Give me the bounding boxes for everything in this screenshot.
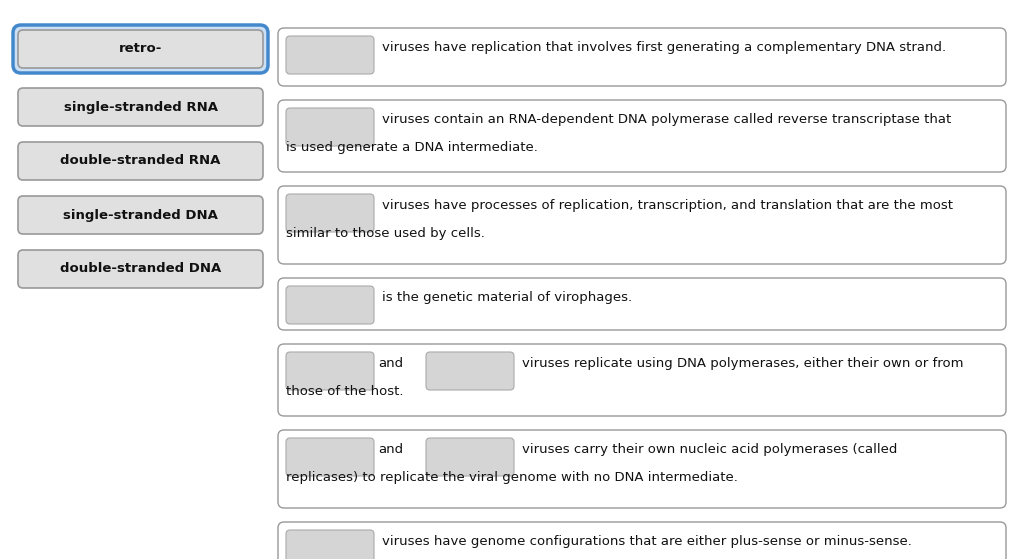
FancyBboxPatch shape bbox=[18, 196, 263, 234]
Text: replicases) to replicate the viral genome with no DNA intermediate.: replicases) to replicate the viral genom… bbox=[286, 471, 738, 484]
Text: viruses have processes of replication, transcription, and translation that are t: viruses have processes of replication, t… bbox=[382, 199, 953, 212]
FancyBboxPatch shape bbox=[286, 194, 374, 232]
FancyBboxPatch shape bbox=[18, 88, 263, 126]
Text: viruses contain an RNA-dependent DNA polymerase called reverse transcriptase tha: viruses contain an RNA-dependent DNA pol… bbox=[382, 113, 951, 126]
Text: single-stranded RNA: single-stranded RNA bbox=[63, 101, 217, 113]
FancyBboxPatch shape bbox=[13, 25, 268, 73]
Text: and: and bbox=[378, 443, 403, 456]
Text: double-stranded RNA: double-stranded RNA bbox=[60, 154, 221, 168]
FancyBboxPatch shape bbox=[18, 250, 263, 288]
Text: retro-: retro- bbox=[119, 42, 162, 55]
FancyBboxPatch shape bbox=[278, 186, 1006, 264]
FancyBboxPatch shape bbox=[286, 530, 374, 559]
FancyBboxPatch shape bbox=[286, 286, 374, 324]
Text: is the genetic material of virophages.: is the genetic material of virophages. bbox=[382, 291, 632, 304]
FancyBboxPatch shape bbox=[286, 36, 374, 74]
Text: similar to those used by cells.: similar to those used by cells. bbox=[286, 227, 485, 240]
FancyBboxPatch shape bbox=[278, 522, 1006, 559]
FancyBboxPatch shape bbox=[278, 430, 1006, 508]
FancyBboxPatch shape bbox=[278, 278, 1006, 330]
FancyBboxPatch shape bbox=[278, 344, 1006, 416]
Text: and: and bbox=[378, 357, 403, 370]
Text: is used generate a DNA intermediate.: is used generate a DNA intermediate. bbox=[286, 141, 538, 154]
Text: those of the host.: those of the host. bbox=[286, 385, 403, 398]
FancyBboxPatch shape bbox=[426, 352, 514, 390]
FancyBboxPatch shape bbox=[286, 352, 374, 390]
FancyBboxPatch shape bbox=[426, 438, 514, 476]
FancyBboxPatch shape bbox=[18, 142, 263, 180]
FancyBboxPatch shape bbox=[286, 108, 374, 146]
Text: viruses carry their own nucleic acid polymerases (called: viruses carry their own nucleic acid pol… bbox=[522, 443, 897, 456]
FancyBboxPatch shape bbox=[278, 28, 1006, 86]
Text: viruses have genome configurations that are either plus-sense or minus-sense.: viruses have genome configurations that … bbox=[382, 535, 912, 548]
FancyBboxPatch shape bbox=[278, 100, 1006, 172]
FancyBboxPatch shape bbox=[18, 30, 263, 68]
Text: single-stranded DNA: single-stranded DNA bbox=[63, 209, 218, 221]
Text: viruses have replication that involves first generating a complementary DNA stra: viruses have replication that involves f… bbox=[382, 41, 946, 54]
Text: viruses replicate using DNA polymerases, either their own or from: viruses replicate using DNA polymerases,… bbox=[522, 357, 964, 370]
Text: double-stranded DNA: double-stranded DNA bbox=[59, 263, 221, 276]
FancyBboxPatch shape bbox=[286, 438, 374, 476]
